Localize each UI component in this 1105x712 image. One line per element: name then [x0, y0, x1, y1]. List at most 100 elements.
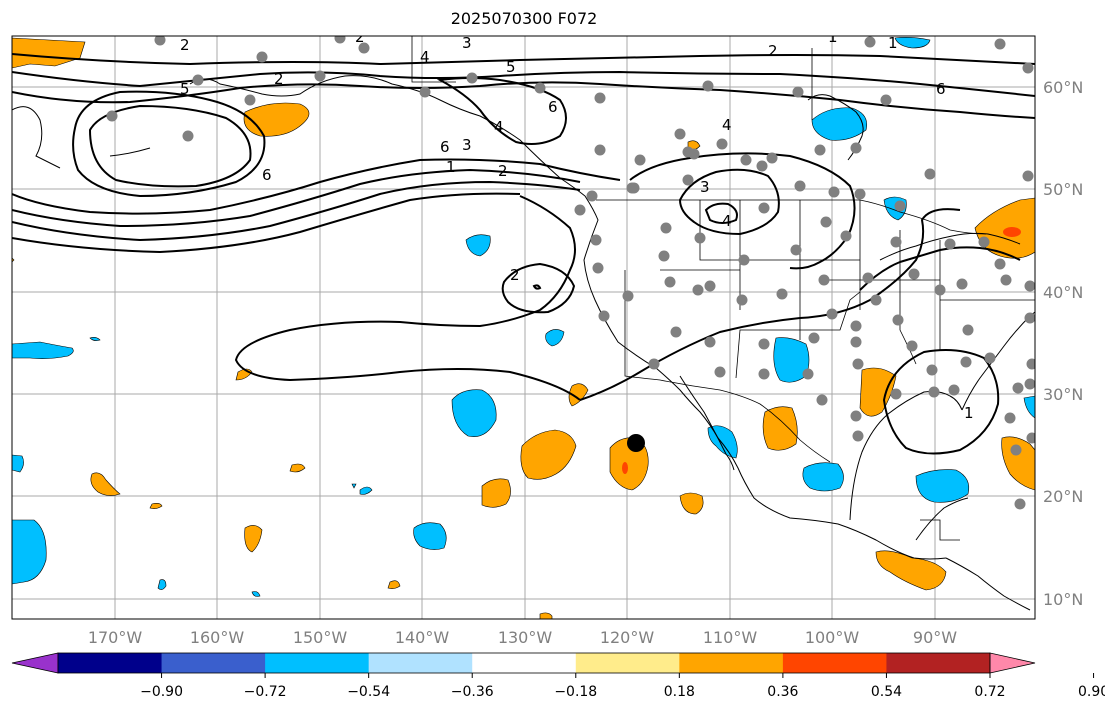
station-dot [658, 250, 670, 262]
station-dot [792, 86, 804, 98]
station-dot [894, 200, 906, 212]
station-dot [776, 288, 788, 300]
colorbar-tick-label: −0.18 [554, 684, 597, 700]
lon-label: 110°W [703, 628, 758, 647]
station-dot [818, 274, 830, 286]
station-dot [358, 42, 370, 54]
station-dot [1010, 444, 1022, 456]
lon-label: 140°W [395, 628, 450, 647]
lat-label: 60°N [1043, 78, 1083, 97]
station-dot [670, 326, 682, 338]
contour-label: 2 [180, 36, 190, 54]
colorbar-tick-label: −0.54 [347, 684, 390, 700]
station-dot [1000, 274, 1012, 286]
lon-label: 170°W [88, 628, 143, 647]
station-dot [534, 82, 546, 94]
colorbar-tick-label: −0.72 [244, 684, 287, 700]
station-dot [864, 36, 876, 48]
colorbar-extend-low [11, 652, 59, 674]
station-dot [1014, 498, 1026, 510]
longitude-labels: 170°W 160°W 150°W 140°W 130°W 120°W 110°… [88, 628, 957, 647]
station-dot [808, 332, 820, 344]
contour-label: 1 [446, 158, 456, 176]
contour-label: 2 [510, 266, 520, 284]
station-dot [736, 294, 748, 306]
station-dot [828, 186, 840, 198]
station-dot [840, 230, 852, 242]
station-dot [944, 238, 956, 250]
colorbar-tick-label: 0.18 [664, 684, 695, 700]
station-dot [590, 234, 602, 246]
colorbar: −0.90 −0.72 −0.54 −0.36 −0.18 0.18 0.36 0.54 0.7… [11, 652, 1105, 700]
station-dot [960, 356, 972, 368]
contour-label: 5 [180, 80, 190, 98]
colorbar-segment [265, 653, 370, 673]
contour-label: 5 [506, 58, 516, 76]
station-dot [802, 368, 814, 380]
station-dot [740, 154, 752, 166]
lon-label: 90°W [913, 628, 957, 647]
contour-label: 6 [440, 138, 450, 156]
station-dot [852, 430, 864, 442]
lat-label: 30°N [1043, 385, 1083, 404]
station-dot [816, 394, 828, 406]
station-dot [928, 386, 940, 398]
station-dot [1026, 358, 1035, 370]
positive-anomaly-fills [12, 37, 1035, 619]
contour-label: 6 [936, 80, 946, 98]
colorbar-segment [886, 653, 991, 673]
station-dot [592, 262, 604, 274]
colorbar-tick-label: 0.54 [871, 684, 902, 700]
contour-label: 2 [274, 70, 284, 88]
station-dot [1024, 312, 1035, 324]
station-dot [852, 358, 864, 370]
station-dot [826, 308, 838, 320]
negative-anomaly-fills [12, 37, 1035, 597]
contour-label: 1 [964, 404, 974, 422]
station-dot [790, 244, 802, 256]
contour-label: 1 [828, 28, 838, 46]
station-dot [716, 138, 728, 150]
lon-label: 120°W [600, 628, 655, 647]
lat-label: 40°N [1043, 283, 1083, 302]
station-dot [738, 254, 750, 266]
station-dot [890, 388, 902, 400]
colorbar-extend-high [989, 652, 1036, 674]
station-dot [574, 204, 586, 216]
strong-positive-fills [622, 227, 1021, 474]
station-dot [1024, 378, 1035, 390]
contour-label: 1 [888, 34, 898, 52]
contour-label: 4 [722, 212, 732, 230]
station-dot [688, 148, 700, 160]
station-dot [926, 364, 938, 376]
contour-label: 2 [355, 28, 365, 46]
station-dot [154, 36, 166, 46]
station-dot [106, 110, 118, 122]
station-dot [334, 36, 346, 44]
station-dot [994, 38, 1006, 50]
station-dot [892, 314, 904, 326]
latitude-labels: 60°N 50°N 40°N 30°N 20°N 10°N [1043, 78, 1083, 609]
station-dot [622, 290, 634, 302]
lon-label: 130°W [498, 628, 553, 647]
station-dot [850, 142, 862, 154]
station-dot [794, 180, 806, 192]
station-dot [660, 222, 672, 234]
station-dot [1022, 62, 1034, 74]
station-dot [704, 280, 716, 292]
lon-label: 150°W [293, 628, 348, 647]
colorbar-segment [368, 653, 473, 673]
station-dot [664, 276, 676, 288]
station-dot [692, 284, 704, 296]
station-dot [880, 94, 892, 106]
location-marker [627, 434, 645, 452]
station-dot [594, 144, 606, 156]
station-dot [714, 366, 726, 378]
station-dot [648, 358, 660, 370]
station-dot [594, 92, 606, 104]
station-dot [956, 278, 968, 290]
station-dot [674, 128, 686, 140]
station-dot [1012, 382, 1024, 394]
plot-title: 2025070300 F072 [450, 9, 598, 28]
